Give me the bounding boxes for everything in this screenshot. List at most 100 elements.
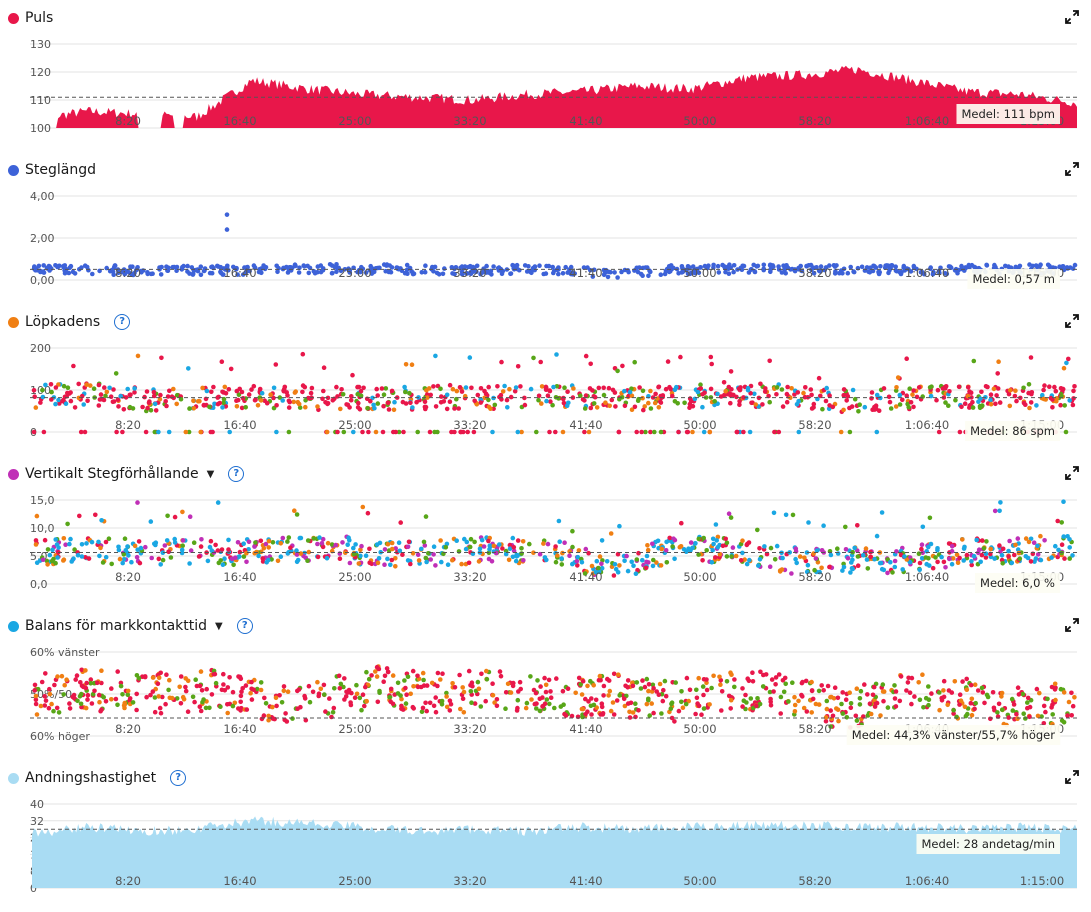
data-point: [696, 675, 701, 681]
data-point: [1020, 691, 1026, 697]
data-point: [808, 387, 814, 392]
data-point: [324, 555, 330, 561]
data-point: [544, 557, 549, 563]
data-point: [593, 697, 599, 703]
data-point: [997, 508, 1002, 514]
data-point: [745, 385, 751, 391]
data-point: [724, 554, 730, 559]
data-point: [701, 429, 707, 435]
data-point: [729, 672, 734, 677]
data-point: [337, 556, 343, 561]
data-point: [418, 684, 424, 690]
help-icon[interactable]: ?: [236, 618, 253, 634]
data-point: [573, 690, 578, 696]
data-point: [347, 405, 352, 410]
data-point: [143, 544, 148, 550]
data-point: [667, 535, 672, 541]
data-point: [857, 696, 863, 701]
dropdown-caret-icon[interactable]: ▼: [215, 620, 223, 632]
data-point: [921, 705, 926, 710]
help-icon[interactable]: ?: [228, 466, 245, 482]
data-point: [905, 680, 911, 685]
data-point: [219, 547, 225, 552]
help-icon[interactable]: ?: [170, 770, 187, 786]
data-point: [158, 710, 164, 716]
data-point: [144, 389, 150, 394]
data-point: [625, 685, 630, 690]
data-point: [95, 680, 100, 686]
expand-icon[interactable]: [1065, 314, 1079, 328]
data-point: [56, 545, 61, 550]
data-point: [970, 399, 975, 405]
data-point: [946, 688, 952, 693]
data-point: [193, 677, 198, 682]
data-point: [309, 385, 315, 391]
data-point: [225, 685, 231, 690]
data-point: [494, 697, 500, 702]
data-point: [209, 264, 214, 270]
data-point: [109, 697, 114, 702]
data-point: [848, 701, 854, 706]
data-point: [1016, 692, 1022, 697]
data-point: [294, 512, 300, 517]
data-point: [377, 688, 382, 694]
data-point: [42, 703, 48, 708]
data-point: [215, 263, 220, 269]
data-point: [115, 397, 121, 402]
data-point: [887, 399, 893, 405]
data-point: [490, 429, 495, 435]
data-point: [174, 392, 180, 398]
data-point: [340, 392, 346, 397]
data-point: [703, 395, 709, 400]
data-point: [1061, 267, 1067, 273]
data-point: [235, 540, 241, 545]
data-point: [681, 547, 687, 552]
data-point: [709, 361, 714, 367]
data-point: [560, 688, 566, 694]
expand-icon[interactable]: [1065, 770, 1079, 784]
expand-icon[interactable]: [1065, 618, 1079, 632]
data-point: [601, 385, 606, 391]
dropdown-caret-icon[interactable]: ▼: [206, 468, 215, 480]
expand-icon[interactable]: [1065, 10, 1079, 24]
data-point: [608, 708, 614, 714]
data-point: [508, 271, 513, 277]
data-point: [892, 683, 897, 688]
data-point: [362, 703, 367, 709]
x-tick-label: 50:00: [683, 570, 716, 584]
data-point: [33, 693, 39, 699]
data-point: [861, 553, 866, 558]
data-point: [758, 381, 763, 387]
data-point: [720, 543, 726, 549]
data-point: [427, 700, 433, 706]
expand-icon[interactable]: [1065, 466, 1079, 480]
expand-icon[interactable]: [1065, 162, 1079, 176]
data-point: [356, 561, 362, 566]
data-point: [226, 547, 231, 552]
data-point: [40, 387, 45, 393]
data-point: [456, 406, 462, 411]
data-point: [177, 684, 182, 690]
data-point: [459, 561, 464, 567]
data-point: [56, 397, 61, 403]
data-point: [351, 429, 356, 435]
help-icon[interactable]: ?: [114, 314, 131, 330]
data-point: [329, 263, 335, 268]
data-point: [341, 429, 347, 435]
data-point: [386, 407, 392, 412]
data-point: [991, 386, 997, 392]
data-point: [216, 560, 222, 566]
data-point: [872, 556, 877, 562]
legend-dot-icon: [8, 164, 19, 176]
data-point: [220, 405, 225, 410]
data-point: [792, 694, 797, 700]
data-point: [919, 269, 925, 275]
data-point: [774, 392, 779, 397]
data-point: [193, 267, 199, 273]
data-point: [475, 679, 481, 685]
y-tick-label: 130: [30, 38, 51, 51]
data-point: [281, 388, 287, 394]
data-point: [696, 552, 701, 557]
average-text: Medel: 111 bpm: [961, 107, 1055, 121]
data-point: [698, 382, 703, 387]
